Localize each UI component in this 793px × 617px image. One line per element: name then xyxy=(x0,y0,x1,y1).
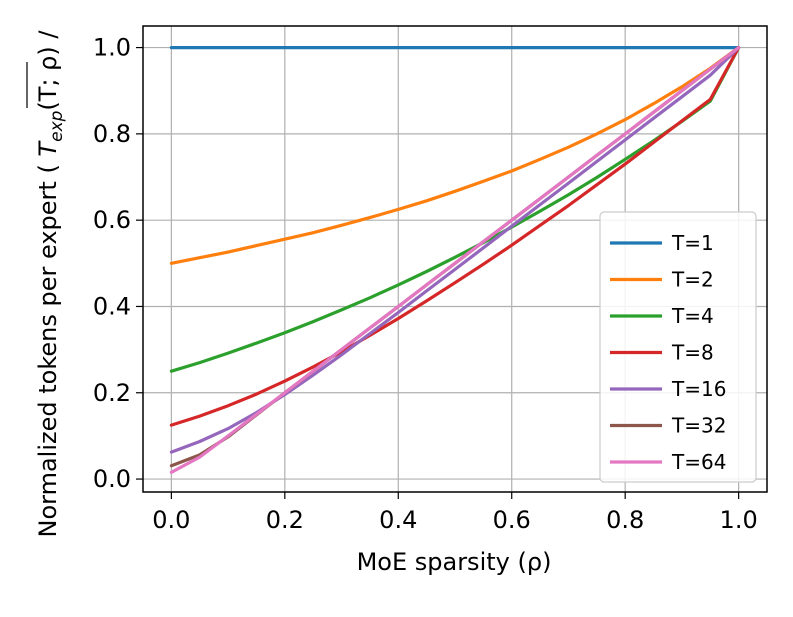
y-axis-label-t: T xyxy=(34,140,62,157)
legend: T=1 T=2 T=4 T=8 T=16 T=32 T=64 xyxy=(599,211,757,483)
x-tick-label: 0.8 xyxy=(606,506,644,534)
x-tick-label: 0.2 xyxy=(266,506,304,534)
y-axis-label-prefix: Normalized tokens per expert ( xyxy=(34,157,62,538)
y-tick-label: 1.0 xyxy=(93,34,131,62)
y-axis-label: Normalized tokens per expert ( Texp(T; ρ… xyxy=(34,30,67,538)
legend-label: T=4 xyxy=(671,304,714,328)
y-tick-label: 0.6 xyxy=(93,206,131,234)
y-axis-label-suffix: (T; ρ) / xyxy=(34,30,62,111)
y-axis-label-sub: exp xyxy=(47,110,67,142)
y-tick-label: 0.8 xyxy=(93,120,131,148)
series-line-t-8 xyxy=(169,45,741,427)
x-tick-label: 0.0 xyxy=(152,506,190,534)
x-tick-label: 1.0 xyxy=(720,506,758,534)
series-lines xyxy=(169,45,741,474)
y-tick-label: 0.0 xyxy=(93,465,131,493)
x-tick-label: 0.6 xyxy=(493,506,531,534)
legend-label: T=2 xyxy=(671,268,714,292)
legend-label: T=8 xyxy=(671,341,714,365)
series-line-t-2 xyxy=(169,45,741,265)
series-line-t-64 xyxy=(169,45,741,474)
ticks: 0.0 0.2 0.4 0.6 0.8 1.0 0.0 0.2 0.4 0.6 0.8 1.0 xyxy=(93,34,758,534)
x-tick-label: 0.4 xyxy=(379,506,417,534)
x-axis-label: MoE sparsity (ρ) xyxy=(357,548,552,576)
plot-frame xyxy=(142,25,768,493)
legend-label: T=64 xyxy=(671,450,726,474)
legend-label: T=32 xyxy=(671,414,726,438)
legend-label: T=1 xyxy=(671,231,714,255)
legend-label: T=16 xyxy=(671,377,726,401)
y-tick-label: 0.4 xyxy=(93,292,131,320)
series-line-t-4 xyxy=(169,45,741,373)
y-tick-label: 0.2 xyxy=(93,379,131,407)
